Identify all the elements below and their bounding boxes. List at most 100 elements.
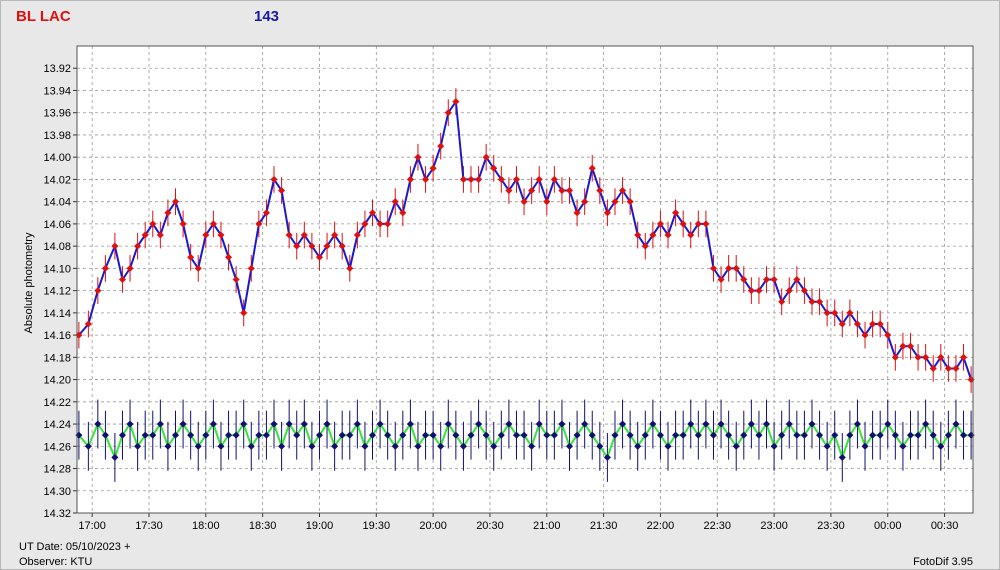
target-point <box>308 242 316 250</box>
check-point <box>535 420 543 428</box>
y-tick-label: 14.02 <box>43 174 71 186</box>
check-point <box>308 442 316 450</box>
check-point <box>346 431 354 439</box>
target-point <box>634 231 642 239</box>
check-point <box>141 431 149 439</box>
target-point <box>437 142 445 150</box>
check-point <box>838 453 846 461</box>
y-tick-label: 14.04 <box>43 197 71 209</box>
x-tick-label: 18:30 <box>249 520 277 532</box>
check-point <box>929 431 937 439</box>
target-point <box>619 187 627 195</box>
check-point <box>414 442 422 450</box>
check-point <box>656 431 664 439</box>
target-point <box>482 153 490 161</box>
target-point <box>785 287 793 295</box>
check-point <box>702 420 710 428</box>
target-point <box>853 320 861 328</box>
target-point <box>656 220 664 228</box>
check-point <box>755 431 763 439</box>
target-point <box>300 231 308 239</box>
check-point <box>262 431 270 439</box>
check-point <box>853 420 861 428</box>
check-point <box>247 442 255 450</box>
target-point <box>84 320 92 328</box>
check-point <box>437 442 445 450</box>
target-point <box>816 298 824 306</box>
target-point <box>565 187 574 195</box>
x-tick-label: 00:00 <box>874 520 902 532</box>
ut-date: UT Date: 05/10/2023 + <box>19 541 131 553</box>
check-point <box>543 431 551 439</box>
check-point <box>914 431 922 439</box>
check-point <box>512 431 521 439</box>
check-point <box>588 431 596 439</box>
target-point <box>535 175 543 183</box>
x-tick-label: 17:30 <box>135 520 163 532</box>
y-tick-label: 14.08 <box>43 241 71 253</box>
target-point <box>467 175 475 183</box>
target-point <box>338 242 346 250</box>
target-point <box>581 198 589 206</box>
target-point <box>141 231 149 239</box>
check-point <box>452 431 460 439</box>
target-point <box>361 220 369 228</box>
check-point <box>240 420 248 428</box>
target-series-line <box>78 98 973 380</box>
check-point <box>906 431 915 439</box>
target-point <box>770 275 778 284</box>
target-point <box>101 264 109 272</box>
check-point <box>641 431 649 439</box>
target-point <box>429 164 437 172</box>
target-point <box>596 187 604 195</box>
y-tick-label: 13.94 <box>43 85 71 97</box>
target-point <box>747 287 755 295</box>
target-point <box>278 187 286 195</box>
target-point <box>240 309 248 317</box>
check-point <box>490 442 498 450</box>
target-point <box>94 287 102 295</box>
target-point <box>717 275 725 284</box>
target-point <box>368 209 377 217</box>
y-tick-label: 14.16 <box>43 330 71 342</box>
check-point <box>384 431 392 439</box>
target-point <box>664 231 672 239</box>
check-point <box>361 442 369 450</box>
check-point <box>823 442 831 450</box>
plot-border <box>76 45 974 514</box>
y-tick-label: 14.26 <box>43 441 71 453</box>
target-point <box>187 253 195 261</box>
x-tick-label: 23:00 <box>760 520 788 532</box>
target-point <box>247 264 255 272</box>
check-point <box>315 431 324 439</box>
target-point <box>831 309 839 317</box>
target-point <box>543 198 551 206</box>
target-point <box>285 231 293 239</box>
target-point <box>755 287 763 295</box>
check-point <box>164 442 172 450</box>
x-tick-label: 00:30 <box>931 520 959 532</box>
check-point <box>891 431 899 439</box>
check-point <box>634 442 642 450</box>
check-point <box>709 431 718 439</box>
target-point <box>702 220 710 228</box>
target-point <box>808 298 816 306</box>
target-point <box>588 164 596 172</box>
check-point <box>619 420 627 428</box>
y-tick-label: 14.30 <box>43 486 71 498</box>
x-tick-label: 19:00 <box>306 520 334 532</box>
target-point <box>959 353 968 361</box>
check-point <box>467 431 475 439</box>
target-point <box>626 198 634 206</box>
y-tick-label: 14.06 <box>43 219 71 231</box>
target-point <box>323 242 331 250</box>
target-point <box>422 175 430 183</box>
target-point <box>111 242 119 250</box>
check-point <box>550 431 558 439</box>
target-point <box>232 275 240 284</box>
check-point <box>808 420 816 428</box>
target-point <box>884 331 892 339</box>
x-tick-label: 21:00 <box>533 520 561 532</box>
check-point <box>232 431 240 439</box>
